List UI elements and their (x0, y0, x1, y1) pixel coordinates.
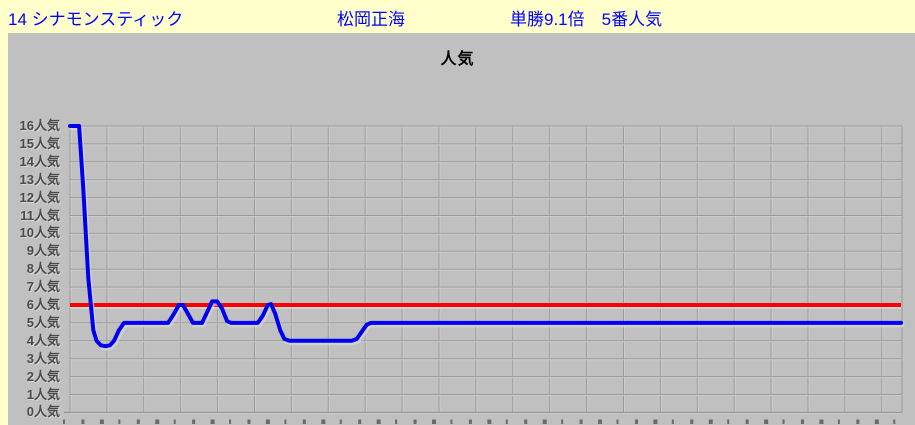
y-axis-label: 12人気 (19, 189, 60, 205)
series-line (68, 124, 905, 351)
y-axis-label: 1人気 (26, 386, 60, 402)
y-axis-label: 10人気 (19, 225, 60, 241)
y-axis-label: 13人気 (19, 171, 60, 187)
y-axis-label: 15人気 (19, 135, 60, 151)
y-axis-label: 5人気 (26, 314, 60, 330)
grid-horizontal-lines (64, 125, 902, 414)
y-axis-label: 9人気 (26, 243, 60, 259)
y-axis-label: 14人気 (19, 153, 60, 169)
y-axis-label: 2人気 (26, 368, 60, 384)
y-axis-label: 0人気 (26, 404, 60, 420)
horse-number-and-name: 14 シナモンスティック (8, 10, 184, 29)
header-bar: 14 シナモンスティック 松岡正海 単勝9.1倍 5番人気 (0, 0, 915, 33)
reference-line (70, 303, 901, 309)
y-axis-label: 16人気 (19, 118, 60, 133)
y-axis-label: 3人気 (26, 350, 60, 366)
y-axis-label: 4人気 (26, 332, 60, 348)
y-axis-label: 11人気 (20, 207, 60, 223)
jockey-name: 松岡正海 (337, 10, 405, 29)
y-axis-label: 7人気 (26, 279, 60, 295)
x-axis-clipped-tick-labels (63, 419, 896, 424)
y-axis-label: 6人気 (26, 297, 60, 312)
y-axis-label: 8人気 (26, 261, 60, 277)
win-odds-and-rank: 単勝9.1倍 5番人気 (510, 10, 663, 29)
chart-title: 人気 (440, 51, 475, 68)
